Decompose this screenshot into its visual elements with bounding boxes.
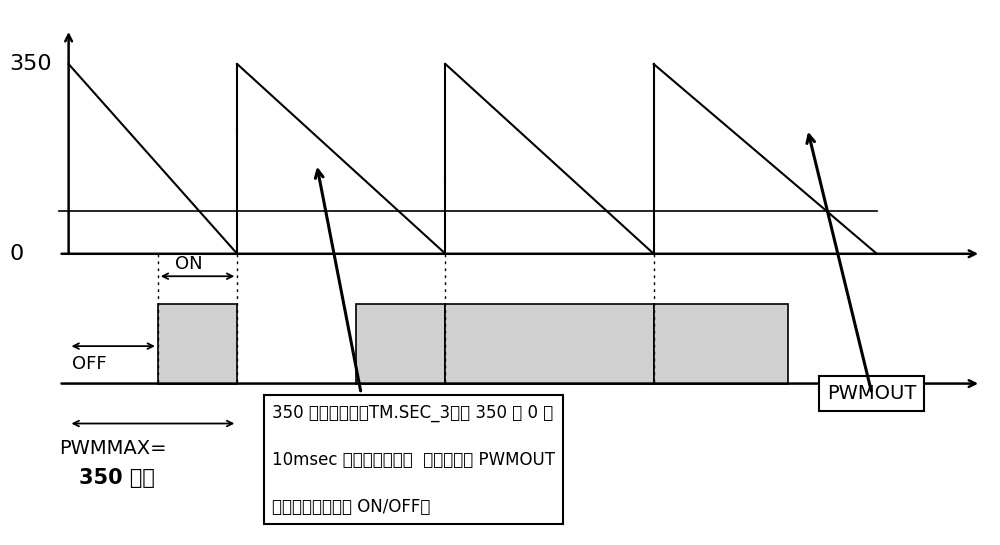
Text: OFF: OFF: [72, 355, 106, 373]
Bar: [158, 304, 237, 384]
Text: PWMOUT: PWMOUT: [827, 384, 917, 403]
Text: ON: ON: [175, 255, 202, 272]
Text: 0: 0: [9, 244, 23, 264]
Bar: [356, 304, 445, 384]
Text: 350 毫秒定时器（TM.SEC_3）从 350 到 0 每

10msec 向下计算一次。  这个还会与 PWMOUT

比较，进行加热丝 ON/OFF。: 350 毫秒定时器（TM.SEC_3）从 350 到 0 每 10msec 向下…: [272, 403, 555, 516]
Text: 350 毫秒: 350 毫秒: [79, 469, 154, 488]
Text: PWMMAX=: PWMMAX=: [59, 439, 166, 458]
Bar: [445, 304, 654, 384]
Text: 350: 350: [9, 54, 52, 74]
Bar: [654, 304, 788, 384]
